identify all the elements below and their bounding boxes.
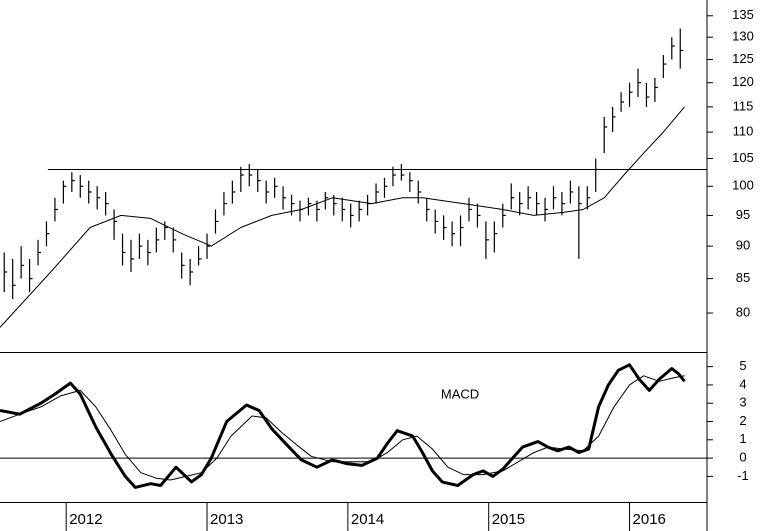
y-tick-label: 2 [739, 413, 746, 428]
y-tick-label: 125 [732, 51, 754, 66]
x-tick-label: 2012 [69, 511, 102, 528]
y-tick-label: 130 [732, 29, 754, 44]
y-tick-label: 90 [736, 238, 750, 253]
y-tick-label: 3 [739, 395, 746, 410]
y-tick-label: 5 [739, 358, 746, 373]
moving-average [0, 106, 685, 328]
y-tick-label: 135 [732, 7, 754, 22]
y-tick-label: 100 [732, 178, 754, 193]
x-tick-label: 2016 [633, 511, 666, 528]
y-tick-label: 0 [739, 450, 746, 465]
y-tick-label: 4 [739, 376, 746, 391]
macd-line [0, 363, 686, 489]
x-tick-label: 2015 [492, 511, 525, 528]
x-tick-label: 2014 [351, 511, 384, 528]
y-tick-label: 115 [733, 98, 754, 113]
y-tick-label: 95 [736, 207, 750, 222]
y-tick-label: 85 [736, 270, 750, 285]
y-tick-label: 105 [732, 150, 754, 165]
y-tick-label: 80 [736, 304, 750, 319]
macd-line [0, 375, 685, 481]
y-tick-label: 110 [733, 124, 754, 139]
y-tick-label: -1 [737, 468, 749, 483]
macd-title: MACD [441, 386, 479, 401]
y-tick-label: 1 [739, 431, 746, 446]
y-tick-label: 120 [732, 74, 754, 89]
x-tick-label: 2013 [210, 511, 243, 528]
